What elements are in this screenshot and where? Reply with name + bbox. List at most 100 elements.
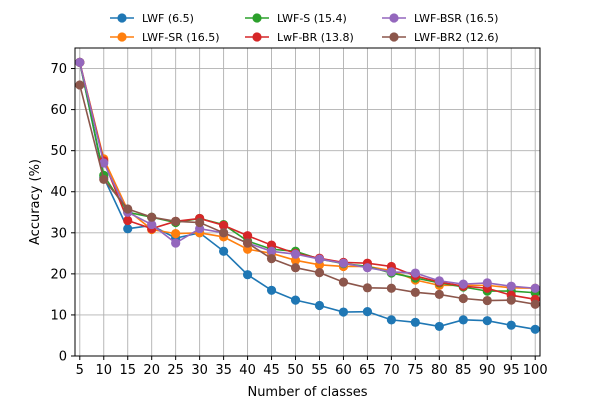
data-point	[506, 281, 516, 291]
data-point	[338, 277, 349, 287]
data-point	[314, 254, 325, 264]
series-line	[79, 62, 536, 294]
series-lwf-br-13-8	[75, 57, 540, 304]
data-point	[386, 267, 396, 277]
data-point	[338, 307, 349, 317]
legend-swatch-marker	[117, 13, 127, 23]
series-lwf-s-15-4	[75, 57, 540, 298]
x-tick-label: 30	[191, 363, 208, 378]
data-point	[171, 238, 181, 248]
legend-label: LWF-BR2 (12.6)	[414, 31, 499, 44]
data-point	[75, 57, 85, 67]
x-tick-label: 60	[335, 363, 352, 378]
data-point	[75, 80, 85, 90]
data-point	[290, 249, 301, 259]
series-lwf-bsr-16-5	[75, 57, 540, 293]
legend-item: LWF-BR2 (12.6)	[382, 31, 499, 44]
data-point	[362, 283, 373, 293]
legend-label: LWF-BSR (16.5)	[414, 12, 498, 25]
data-point	[482, 316, 492, 326]
legend-item: LWF-S (15.4)	[245, 12, 347, 25]
data-point	[482, 295, 492, 306]
data-point	[386, 283, 396, 293]
y-tick-label: 20	[50, 267, 67, 282]
legend-swatch-marker	[389, 13, 399, 23]
legend-swatch-marker	[389, 32, 399, 42]
data-point	[242, 238, 253, 248]
data-point	[458, 315, 468, 325]
legend-label: LwF-BR (13.8)	[277, 31, 354, 44]
legend-item: LWF (6.5)	[110, 12, 194, 25]
grid	[75, 48, 540, 357]
data-point	[266, 285, 277, 295]
data-point	[147, 212, 157, 222]
data-point	[530, 283, 540, 293]
data-point	[338, 258, 349, 268]
x-axis-ticks: 5 10 15 20 25 30 35 40 45 50 55 60 65 70 75 80 85 90 95 100	[76, 356, 548, 378]
x-axis-label: Number of classes	[247, 385, 367, 400]
y-tick-label: 50	[50, 144, 67, 159]
data-point	[314, 300, 325, 311]
data-point	[219, 228, 229, 238]
x-tick-label: 90	[479, 363, 496, 378]
y-tick-label: 40	[50, 185, 67, 200]
data-point	[147, 219, 157, 230]
data-point	[410, 317, 420, 327]
legend-label: LWF-S (15.4)	[277, 12, 347, 25]
data-point	[266, 254, 277, 264]
legend-swatch-marker	[252, 13, 262, 23]
x-tick-label: 45	[263, 363, 280, 378]
legend: LWF (6.5) LWF-SR (16.5) LWF-S (15.4) LwF-BR…	[110, 12, 499, 44]
x-tick-label: 15	[119, 363, 136, 378]
y-tick-label: 60	[50, 103, 67, 118]
series-line	[79, 84, 536, 306]
data-point	[458, 279, 468, 289]
data-point	[362, 307, 373, 317]
x-tick-label: 55	[311, 363, 328, 378]
data-point	[434, 289, 444, 299]
x-tick-label: 85	[455, 363, 472, 378]
data-point	[362, 263, 373, 273]
legend-item: LwF-BR (13.8)	[245, 31, 354, 44]
data-point	[123, 215, 133, 226]
data-point	[290, 263, 301, 273]
data-point	[266, 246, 277, 256]
series-lwf-sr-16-5	[75, 57, 540, 293]
legend-swatch-marker	[252, 32, 262, 42]
series-line	[79, 62, 536, 301]
x-tick-label: 70	[383, 363, 400, 378]
x-tick-label: 40	[239, 363, 256, 378]
data-point	[434, 321, 444, 332]
data-point	[458, 293, 468, 304]
legend-item: LWF-BSR (16.5)	[382, 12, 498, 25]
x-tick-label: 65	[359, 363, 376, 378]
x-tick-label: 35	[215, 363, 232, 378]
x-tick-label: 10	[95, 363, 112, 378]
series-area	[75, 57, 540, 334]
data-point	[386, 315, 396, 325]
x-tick-label: 50	[287, 363, 304, 378]
x-tick-label: 20	[143, 363, 160, 378]
data-point	[219, 220, 229, 231]
x-tick-label: 100	[523, 363, 548, 378]
data-point	[434, 276, 444, 286]
data-point	[171, 229, 181, 239]
legend-label: LWF-SR (16.5)	[142, 31, 220, 44]
y-axis-label: Accuracy (%)	[28, 159, 43, 245]
legend-swatch-marker	[117, 32, 127, 42]
legend-label: LWF (6.5)	[142, 12, 194, 25]
data-point	[482, 278, 492, 288]
x-tick-label: 80	[431, 363, 448, 378]
series-lwf-6-5	[75, 57, 540, 334]
data-point	[123, 224, 133, 234]
series-lwf-br2-12-6	[75, 80, 540, 309]
data-point	[290, 295, 301, 305]
x-tick-label: 25	[167, 363, 184, 378]
data-point	[410, 287, 420, 297]
data-point	[99, 174, 109, 185]
data-point	[219, 246, 229, 256]
y-tick-label: 0	[59, 350, 67, 365]
data-point	[410, 268, 420, 278]
